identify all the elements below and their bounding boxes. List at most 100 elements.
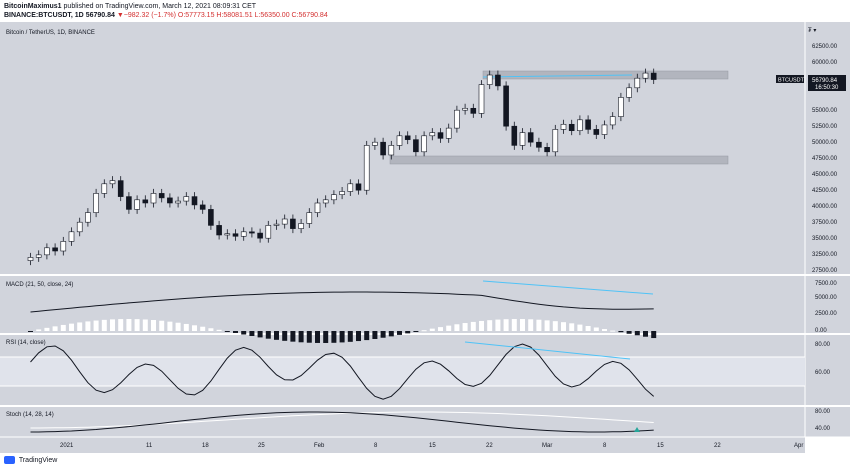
candle-down[interactable] xyxy=(249,231,255,234)
macd-bar xyxy=(233,331,238,333)
candle-up[interactable] xyxy=(577,119,583,131)
candle-down[interactable] xyxy=(216,225,222,236)
candle-up[interactable] xyxy=(609,116,616,126)
candle-up[interactable] xyxy=(388,145,395,156)
candle-down[interactable] xyxy=(290,218,296,229)
candle-down[interactable] xyxy=(167,197,173,204)
candle-down[interactable] xyxy=(568,123,575,131)
candle-down[interactable] xyxy=(511,125,518,146)
rsi-divergence-line[interactable] xyxy=(464,341,631,360)
candle-down[interactable] xyxy=(503,85,509,127)
support-zone[interactable] xyxy=(389,155,729,165)
candle-up[interactable] xyxy=(519,132,526,146)
candle-up[interactable] xyxy=(396,135,403,146)
candle-down[interactable] xyxy=(437,132,444,139)
candle-up[interactable] xyxy=(109,180,116,185)
macd-bar xyxy=(634,331,640,336)
tradingview-logo[interactable]: TradingView xyxy=(4,456,57,464)
stoch-pane[interactable] xyxy=(0,407,805,437)
candle-up[interactable] xyxy=(626,87,632,98)
candle-up[interactable] xyxy=(634,77,641,89)
price-trendline[interactable] xyxy=(482,74,633,78)
candle-down[interactable] xyxy=(380,141,386,156)
stoch-line xyxy=(30,411,654,433)
candle-up[interactable] xyxy=(44,247,50,256)
macd-divergence-line[interactable] xyxy=(482,280,654,295)
candle-up[interactable] xyxy=(240,231,247,237)
candle-up[interactable] xyxy=(429,132,436,137)
candle-up[interactable] xyxy=(347,183,354,192)
candle-up[interactable] xyxy=(478,84,485,114)
candle-down[interactable] xyxy=(470,107,477,114)
candle-up[interactable] xyxy=(298,223,304,229)
candle-down[interactable] xyxy=(199,204,206,210)
candle-down[interactable] xyxy=(126,196,132,210)
macd-bar xyxy=(241,331,247,335)
candle-up[interactable] xyxy=(76,221,83,233)
candle-up[interactable] xyxy=(85,212,91,223)
candle-up[interactable] xyxy=(175,200,181,204)
candle-down[interactable] xyxy=(355,183,362,191)
candle-up[interactable] xyxy=(183,196,190,202)
candle-down[interactable] xyxy=(585,119,591,130)
candle-up[interactable] xyxy=(150,193,157,204)
candle-up[interactable] xyxy=(618,97,624,117)
price-axis[interactable] xyxy=(805,22,850,437)
candle-down[interactable] xyxy=(117,180,124,197)
candle-up[interactable] xyxy=(35,254,42,258)
candle-down[interactable] xyxy=(52,247,58,252)
candle-down[interactable] xyxy=(650,72,657,80)
candle-down[interactable] xyxy=(232,233,239,237)
candle-up[interactable] xyxy=(642,72,649,79)
candle-up[interactable] xyxy=(445,127,452,139)
candle-up[interactable] xyxy=(68,231,75,242)
candle-up[interactable] xyxy=(322,199,329,204)
candle-down[interactable] xyxy=(208,209,214,226)
candle-down[interactable] xyxy=(404,135,411,140)
candle-up[interactable] xyxy=(224,233,231,236)
macd-bar xyxy=(44,327,50,331)
author-name[interactable]: BitcoinMaximus1 xyxy=(4,3,62,10)
candle-down[interactable] xyxy=(158,193,165,199)
candle-down[interactable] xyxy=(191,196,198,206)
candle-up[interactable] xyxy=(27,257,34,261)
candle-up[interactable] xyxy=(421,135,427,153)
macd-bar xyxy=(52,326,58,331)
candle-up[interactable] xyxy=(101,183,108,194)
candle-down[interactable] xyxy=(544,147,550,153)
candle-up[interactable] xyxy=(273,223,280,226)
candle-up[interactable] xyxy=(486,74,493,85)
candle-down[interactable] xyxy=(257,232,263,239)
candle-down[interactable] xyxy=(142,199,149,204)
candle-up[interactable] xyxy=(60,241,67,252)
candle-up[interactable] xyxy=(281,218,288,225)
chart-svg[interactable]: Bitcoin / TetherUS, 1D, BINANCE ₮ ▾ 6250… xyxy=(0,22,850,453)
time-axis[interactable] xyxy=(0,437,805,453)
candle-up[interactable] xyxy=(552,129,559,153)
candle-up[interactable] xyxy=(339,191,345,195)
last-price-tag xyxy=(808,75,846,91)
candle-up[interactable] xyxy=(601,124,608,135)
chart-area[interactable]: Bitcoin / TetherUS, 1D, BINANCE ₮ ▾ 6250… xyxy=(0,22,850,453)
price-pane[interactable] xyxy=(0,22,805,274)
macd-pane[interactable] xyxy=(0,276,805,333)
candle-down[interactable] xyxy=(413,139,419,153)
candle-down[interactable] xyxy=(527,132,534,143)
candle-up[interactable] xyxy=(462,107,468,111)
candle-up[interactable] xyxy=(314,202,321,213)
macd-bar xyxy=(274,331,279,340)
candle-up[interactable] xyxy=(265,225,272,239)
candle-up[interactable] xyxy=(331,194,337,201)
symbol-line: BINANCE:BTCUSDT, 1D xyxy=(4,12,84,19)
candle-down[interactable] xyxy=(495,74,501,87)
candle-up[interactable] xyxy=(454,109,460,129)
candle-up[interactable] xyxy=(372,141,378,146)
candle-up[interactable] xyxy=(93,193,99,213)
candle-up[interactable] xyxy=(134,199,140,210)
candle-up[interactable] xyxy=(560,123,567,130)
candle-down[interactable] xyxy=(536,141,542,148)
candle-up[interactable] xyxy=(306,212,313,224)
macd-bar xyxy=(618,331,624,333)
candle-down[interactable] xyxy=(593,129,600,135)
candle-up[interactable] xyxy=(363,145,370,191)
